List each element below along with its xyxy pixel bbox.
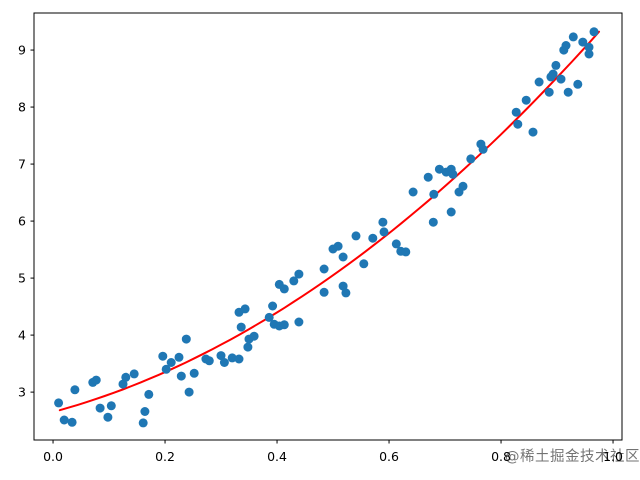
scatter-point: [240, 304, 250, 314]
scatter-point: [289, 276, 299, 286]
scatter-point: [434, 164, 444, 174]
scatter-point: [589, 27, 599, 37]
scatter-point: [294, 317, 304, 327]
x-tick-label: 1.0: [603, 449, 623, 464]
scatter-point: [249, 331, 259, 341]
scatter-point: [578, 37, 588, 47]
y-tick-label: 7: [18, 157, 26, 172]
scatter-point: [294, 269, 304, 279]
scatter-point: [219, 358, 229, 367]
scatter-point: [351, 231, 361, 241]
scatter-point: [511, 107, 521, 117]
scatter-point: [379, 227, 389, 237]
scatter-point: [106, 401, 116, 411]
scatter-point: [408, 187, 418, 197]
scatter-point: [236, 322, 246, 332]
scatter-point: [338, 252, 348, 262]
scatter-point: [466, 154, 476, 164]
plot-border: [33, 12, 623, 441]
scatter-point: [333, 241, 343, 251]
scatter-point: [243, 342, 253, 352]
scatter-point: [121, 372, 131, 382]
scatter-point: [279, 284, 289, 294]
scatter-point: [368, 233, 378, 243]
scatter-point: [584, 49, 594, 59]
scatter-point: [227, 353, 237, 363]
scatter-point: [234, 354, 244, 364]
x-tick-label: 0.0: [43, 449, 63, 464]
y-tick-label: 4: [18, 328, 26, 343]
scatter-point: [161, 364, 171, 374]
scatter-point: [551, 60, 561, 70]
scatter-point: [268, 301, 278, 311]
scatter-points-group: [54, 27, 599, 428]
x-tick-label: 0.4: [267, 449, 287, 464]
scatter-point: [563, 87, 573, 97]
scatter-point: [478, 144, 488, 154]
scatter-point: [319, 287, 329, 297]
scatter-point: [556, 74, 566, 84]
scatter-point: [521, 95, 531, 105]
scatter-point: [338, 281, 348, 291]
scatter-point: [181, 334, 191, 344]
scatter-point: [423, 172, 433, 182]
y-tick-label: 9: [18, 43, 26, 58]
scatter-point: [138, 418, 148, 428]
scatter-point: [174, 352, 184, 362]
scatter-point: [429, 189, 439, 199]
scatter-point: [204, 356, 214, 366]
scatter-point: [158, 351, 168, 361]
x-axis-ticks: 0.0 0.2 0.4 0.6 0.8 1.0: [43, 440, 623, 464]
scatter-point: [166, 358, 176, 367]
scatter-point: [561, 41, 571, 50]
scatter-point: [59, 415, 69, 425]
scatter-point: [584, 42, 594, 52]
scatter-point: [70, 385, 80, 395]
scatter-point: [103, 412, 113, 422]
y-tick-label: 6: [18, 214, 26, 229]
scatter-point: [359, 259, 369, 269]
y-tick-label: 5: [18, 271, 26, 286]
scatter-point: [446, 207, 456, 217]
scatter-point: [118, 379, 128, 389]
scatter-point: [544, 87, 554, 97]
scatter-point: [341, 288, 351, 298]
scatter-point: [95, 403, 105, 413]
scatter-point: [189, 368, 199, 378]
scatter-point: [513, 119, 523, 129]
x-tick-label: 0.2: [155, 449, 175, 464]
scatter-point: [378, 217, 388, 227]
y-tick-label: 8: [18, 100, 26, 115]
scatter-point: [448, 169, 458, 179]
scatter-point: [129, 369, 139, 379]
scatter-point: [67, 417, 77, 427]
scatter-point: [458, 181, 468, 191]
scatter-point: [184, 387, 194, 397]
scatter-point: [319, 264, 329, 274]
scatter-point: [401, 247, 411, 257]
y-axis-ticks: 3 4 5 6 7 8 9: [18, 43, 34, 400]
x-tick-label: 0.8: [491, 449, 511, 464]
y-tick-label: 3: [18, 385, 26, 400]
scatter-point: [573, 79, 583, 89]
scatter-point: [279, 320, 289, 330]
scatter-point: [568, 32, 578, 42]
scatter-point: [391, 239, 401, 249]
watermark-text: @稀土掘金技术社区: [505, 448, 640, 465]
scatter-point: [140, 407, 150, 416]
scatter-point: [91, 375, 101, 385]
scatter-point: [216, 351, 226, 361]
scatter-point: [54, 398, 64, 408]
scatter-point: [176, 371, 186, 381]
scatter-point: [264, 312, 274, 322]
scatter-point: [548, 69, 558, 79]
x-tick-label: 0.6: [379, 449, 399, 464]
scatter-point: [428, 217, 438, 227]
scatter-point: [144, 389, 154, 399]
scatter-point: [534, 77, 544, 87]
scatter-point: [528, 127, 538, 137]
fit-curve-line: [58, 30, 600, 412]
